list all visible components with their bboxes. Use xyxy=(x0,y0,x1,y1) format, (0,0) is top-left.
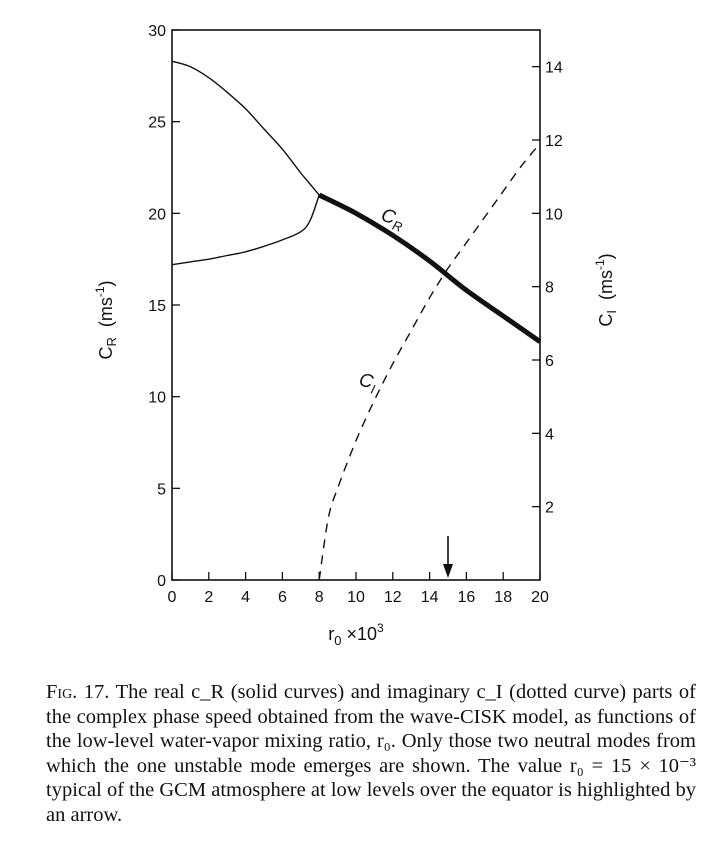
x-tick-label: 10 xyxy=(347,589,365,606)
x-tick-label: 20 xyxy=(531,589,549,606)
series-ci-dashed-curve xyxy=(318,143,541,581)
cr-curve-label: CR xyxy=(378,205,407,235)
y-axis-left-title: CR(ms-1) xyxy=(93,280,119,359)
x-tick-label: 2 xyxy=(204,589,213,606)
x-tick-label: 12 xyxy=(384,589,402,606)
x-tick-label: 14 xyxy=(421,589,439,606)
x-axis-title: r0 ×103 xyxy=(328,621,384,648)
y-left-tick-label: 15 xyxy=(148,298,166,315)
y-left-tick-label: 25 xyxy=(148,115,166,132)
highlight-arrow xyxy=(443,536,453,578)
ci-curve-label: CI xyxy=(356,369,379,397)
y-right-tick-label: 2 xyxy=(545,500,554,517)
caption-label: Fig. 17. xyxy=(46,681,110,703)
y-right-tick-label: 12 xyxy=(545,133,563,150)
x-tick-label: 6 xyxy=(278,589,287,606)
y-left-tick-label: 30 xyxy=(148,23,166,40)
data-curves xyxy=(171,60,542,581)
series-cr-thin-curve-0 xyxy=(171,60,320,196)
x-tick-label: 18 xyxy=(494,589,512,606)
series-cr-bold-curve xyxy=(318,192,542,344)
y-left-tick-label: 20 xyxy=(148,206,166,223)
x-tick-label: 4 xyxy=(241,589,250,606)
y-left-tick-label: 10 xyxy=(148,390,166,407)
x-tick-label: 8 xyxy=(315,589,324,606)
axis-tick-labels: 0 2 4 6 8 10 12 14 16 18 20 0 5 10 15 20 25 30 2 4 6 8 10 12 14 xyxy=(148,23,563,606)
series-cr-thin-curve-1 xyxy=(171,194,320,266)
y-axis-right-title: CI(ms-1) xyxy=(593,253,619,326)
y-right-tick-label: 8 xyxy=(545,280,554,297)
figure-caption: Fig. 17. The real c_R (solid curves) and… xyxy=(46,680,696,827)
y-right-tick-label: 10 xyxy=(545,206,563,223)
axis-ticks xyxy=(171,29,541,581)
y-right-tick-label: 4 xyxy=(545,426,554,443)
y-left-tick-label: 5 xyxy=(157,481,166,498)
chart-figure: 0 2 4 6 8 10 12 14 16 18 200510152025302468101214 … xyxy=(93,23,619,648)
y-right-tick-label: 6 xyxy=(545,353,554,370)
x-tick-label: 0 xyxy=(168,589,177,606)
y-left-tick-label: 0 xyxy=(157,573,166,590)
x-tick-label: 16 xyxy=(458,589,476,606)
arrow-head xyxy=(443,564,453,578)
caption-text: The real c_R (solid curves) and imaginar… xyxy=(46,681,696,826)
y-right-tick-label: 14 xyxy=(545,60,563,77)
